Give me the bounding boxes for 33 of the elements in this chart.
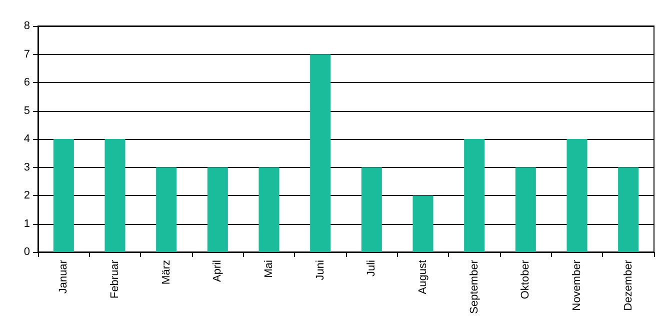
x-tick-label: Juli: [366, 260, 378, 277]
y-tick-label: 0: [24, 246, 30, 258]
y-tick-label: 1: [24, 218, 30, 230]
y-tick-label: 5: [24, 104, 30, 117]
x-tick-label: November: [571, 260, 583, 311]
x-tick-label: Februar: [109, 260, 121, 299]
y-tick-label: 2: [24, 190, 30, 202]
y-tick-label: 8: [24, 20, 30, 32]
bar: [515, 167, 536, 252]
bar: [618, 167, 639, 252]
x-tick-label: September: [468, 260, 480, 314]
y-tick-label: 3: [24, 161, 30, 174]
bar: [258, 167, 280, 252]
x-tick-label: Juni: [314, 260, 326, 280]
bar: [464, 139, 485, 252]
x-tick-label: Oktober: [520, 260, 532, 300]
x-tick-label: August: [417, 260, 429, 294]
bar: [412, 196, 434, 252]
bar: [207, 167, 228, 252]
bar: [361, 167, 382, 252]
y-tick-label: 6: [24, 76, 30, 88]
x-tick-label: Mai: [263, 260, 275, 278]
bar: [566, 139, 588, 252]
bar: [156, 167, 177, 252]
bar: [310, 54, 331, 252]
x-tick-label: April: [212, 260, 224, 282]
y-tick-label: 4: [24, 133, 30, 145]
x-tick-label: Januar: [58, 260, 70, 294]
x-tick-label: Dezember: [622, 260, 634, 311]
y-tick-label: 7: [24, 48, 30, 60]
bar: [53, 139, 74, 252]
x-tick-label: März: [160, 260, 172, 284]
bar: [104, 139, 126, 252]
